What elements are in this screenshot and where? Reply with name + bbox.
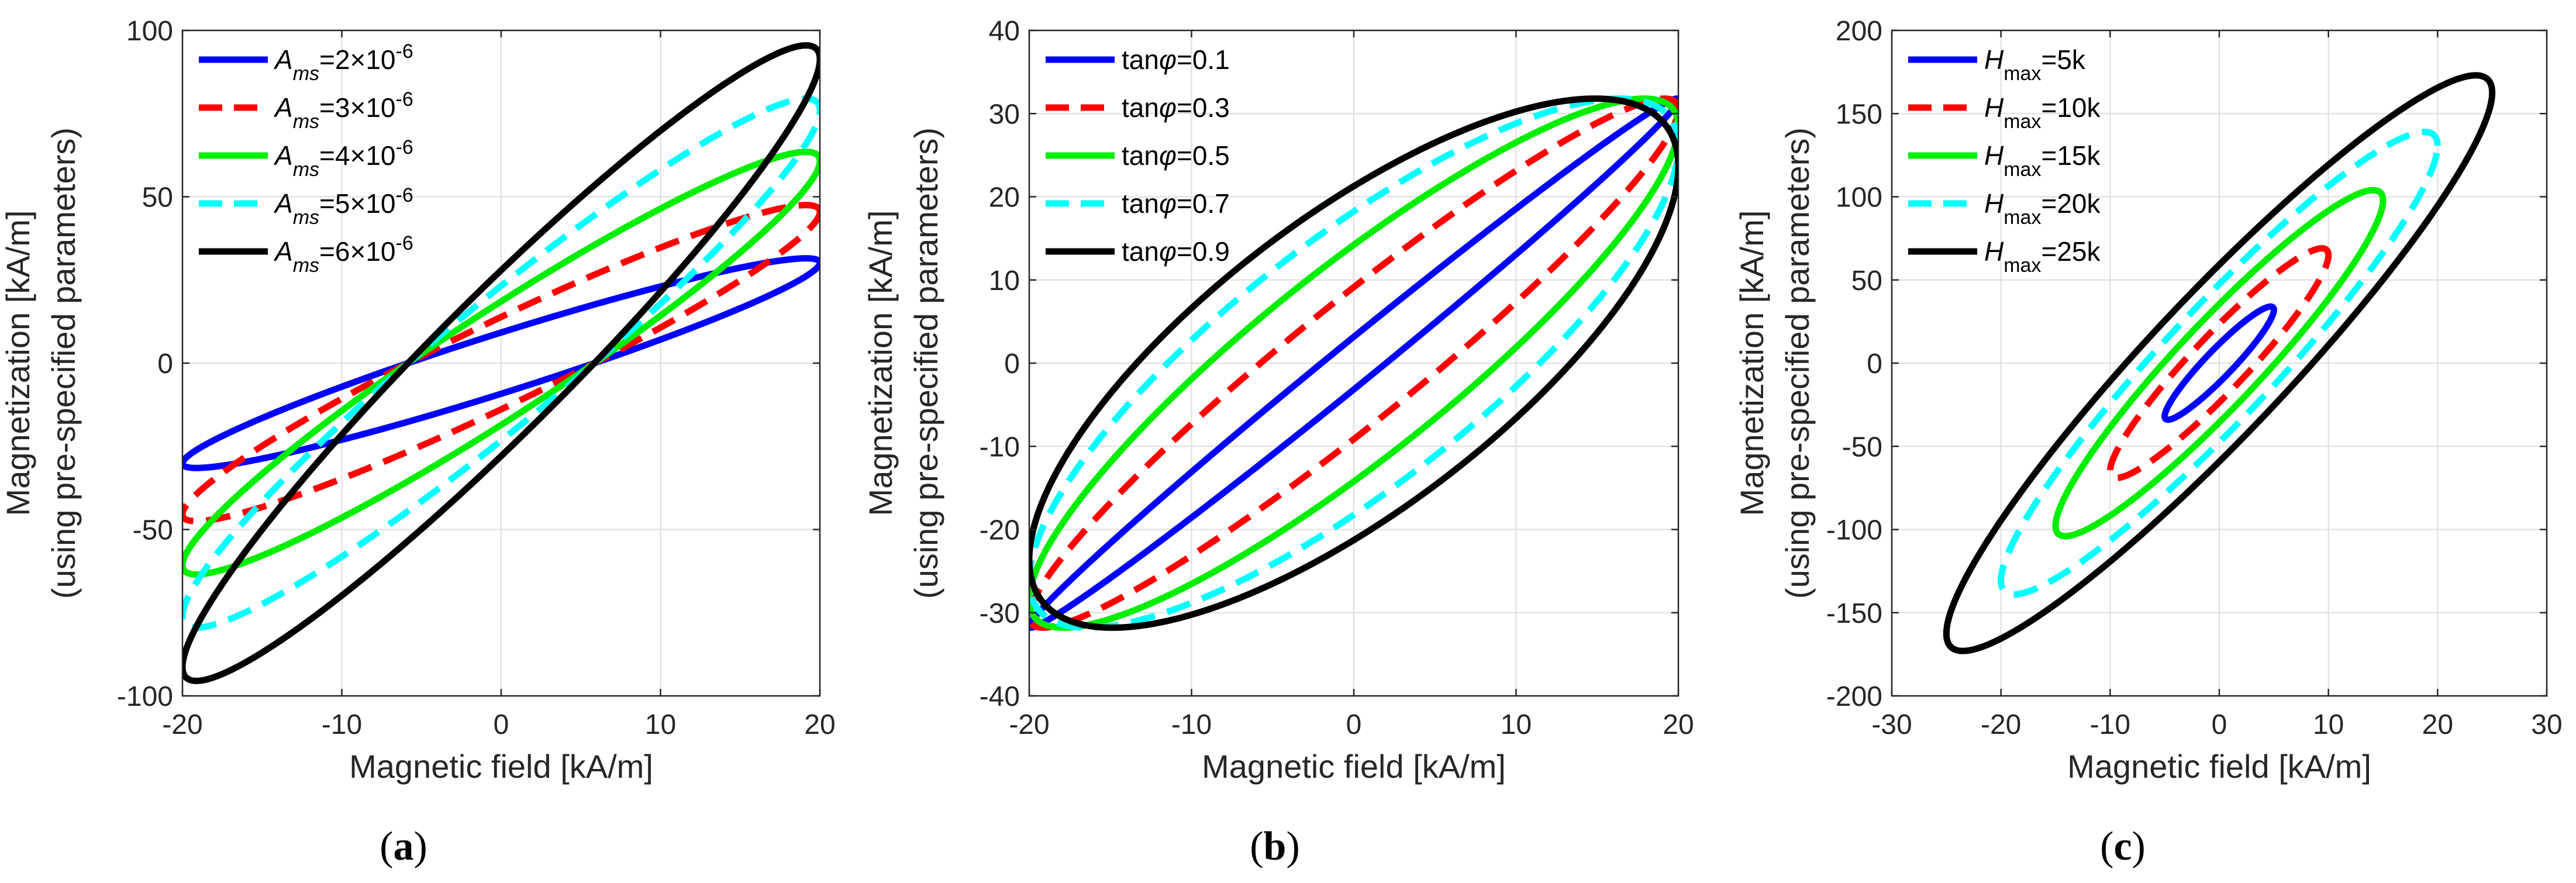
y-tick-label: -30 bbox=[980, 598, 1020, 629]
x-tick-label: 10 bbox=[1501, 709, 1532, 740]
legend-label: Ams=5×10-6 bbox=[273, 184, 413, 229]
y-tick-label: -100 bbox=[1826, 515, 1882, 546]
legend-label: Hmax=25k bbox=[1984, 236, 2101, 277]
series-line-2 bbox=[182, 202, 820, 525]
x-tick-label: 10 bbox=[2313, 709, 2344, 740]
y-axis-label-sub: (using pre-specified parameters) bbox=[45, 127, 82, 599]
y-axis-label-sub: (using pre-specified parameters) bbox=[1779, 127, 1816, 599]
y-tick-label: -20 bbox=[980, 515, 1020, 546]
legend-label: Hmax=10k bbox=[1984, 92, 2101, 133]
legend-label: Ams=3×10-6 bbox=[273, 88, 413, 133]
y-tick-label: 30 bbox=[989, 99, 1020, 130]
y-tick-label: 200 bbox=[1836, 16, 1882, 47]
y-tick-label: 100 bbox=[1836, 182, 1882, 213]
legend-label: tanφ=0.7 bbox=[1122, 188, 1230, 219]
y-axis-label: Magnetization [kA/m] bbox=[0, 211, 36, 516]
x-tick-label: -20 bbox=[162, 709, 202, 740]
series-line-4 bbox=[182, 95, 820, 631]
x-axis-label: Magnetic field [kA/m] bbox=[2067, 748, 2371, 785]
series-line-4 bbox=[1029, 95, 1678, 631]
legend-label: tanφ=0.5 bbox=[1122, 140, 1230, 171]
y-tick-label: 100 bbox=[126, 16, 173, 47]
x-tick-label: 20 bbox=[804, 709, 835, 740]
series-line-5 bbox=[1029, 95, 1678, 631]
legend-label: Ams=4×10-6 bbox=[273, 136, 413, 181]
x-axis-label: Magnetic field [kA/m] bbox=[349, 748, 653, 785]
series-line-1 bbox=[2161, 303, 2277, 423]
panel-c: -30 -20 -10 0 10 20 30-200-150-100-50050100150… bbox=[1733, 16, 2563, 869]
series-line-3 bbox=[2052, 187, 2387, 540]
x-tick-label: 20 bbox=[2422, 709, 2453, 740]
y-axis-label: Magnetization [kA/m] bbox=[862, 211, 899, 516]
panel-caption: (c) bbox=[2100, 824, 2146, 869]
legend-label: tanφ=0.9 bbox=[1122, 236, 1230, 267]
y-tick-label: 20 bbox=[989, 182, 1020, 213]
legend-label: Ams=2×10-6 bbox=[273, 40, 413, 85]
legend: Ams=2×10-6Ams=3×10-6Ams=4×10-6Ams=5×10-6… bbox=[199, 40, 413, 277]
series-line-4 bbox=[1998, 129, 2441, 598]
y-tick-label: 10 bbox=[989, 265, 1020, 296]
y-tick-label: -40 bbox=[980, 681, 1020, 712]
x-tick-label: -20 bbox=[1009, 709, 1049, 740]
series-group bbox=[1029, 95, 1678, 631]
x-tick-label: 0 bbox=[2212, 709, 2227, 740]
legend-label: Hmax=15k bbox=[1984, 140, 2101, 181]
legend: Hmax=5k Hmax=10k Hmax=15k Hmax=20k Hmax=25k bbox=[1908, 44, 2101, 277]
y-tick-label: 40 bbox=[989, 16, 1020, 47]
y-tick-label: -100 bbox=[117, 681, 173, 712]
series-line-5 bbox=[1943, 72, 2496, 654]
series-group bbox=[1943, 72, 2496, 654]
panel-caption: (a) bbox=[380, 824, 427, 869]
series-line-3 bbox=[1029, 95, 1678, 631]
y-axis-label: Magnetization [kA/m] bbox=[1733, 211, 1770, 516]
x-tick-label: 30 bbox=[2531, 709, 2562, 740]
x-tick-label: 20 bbox=[1663, 709, 1694, 740]
legend-label: tanφ=0.3 bbox=[1122, 92, 1230, 123]
y-tick-label: 0 bbox=[1004, 349, 1020, 380]
panel-b: -20 -10 0 10 20 -40 -30 -20 -10 0 10 20 30 40 Magnetic… bbox=[862, 16, 1694, 869]
x-tick-label: 0 bbox=[1346, 709, 1362, 740]
legend-label: tanφ=0.1 bbox=[1122, 44, 1230, 75]
y-tick-label: -150 bbox=[1826, 598, 1882, 629]
y-tick-label: -200 bbox=[1826, 681, 1882, 712]
series-line-1 bbox=[182, 255, 820, 471]
y-tick-label: 50 bbox=[142, 182, 173, 213]
legend-label: Hmax=20k bbox=[1984, 188, 2101, 229]
series-line-5 bbox=[182, 42, 820, 684]
y-tick-label: -10 bbox=[980, 432, 1020, 463]
y-tick-label: -50 bbox=[133, 515, 173, 546]
y-tick-label: -50 bbox=[1842, 432, 1882, 463]
series-group bbox=[182, 42, 820, 684]
x-tick-label: -10 bbox=[322, 709, 362, 740]
series-line-2 bbox=[2106, 245, 2332, 481]
legend-label: Ams=6×10-6 bbox=[273, 232, 413, 277]
panel-caption: (b) bbox=[1250, 824, 1300, 869]
x-tick-label: 10 bbox=[645, 709, 676, 740]
y-tick-label: 0 bbox=[1867, 349, 1882, 380]
legend-label: Hmax=5k bbox=[1984, 44, 2086, 85]
x-tick-label: -10 bbox=[2090, 709, 2130, 740]
y-tick-label: 150 bbox=[1836, 99, 1882, 130]
x-tick-label: -20 bbox=[1981, 709, 2021, 740]
x-axis-label: Magnetic field [kA/m] bbox=[1202, 748, 1506, 785]
legend: tanφ=0.1 tanφ=0.3 tanφ=0.5 tanφ=0.7 tanφ=0.9 bbox=[1046, 44, 1230, 267]
x-tick-label: -30 bbox=[1871, 709, 1912, 740]
series-line-3 bbox=[182, 149, 820, 578]
y-tick-label: 50 bbox=[1851, 265, 1882, 296]
x-tick-label: -10 bbox=[1171, 709, 1212, 740]
y-tick-label: 0 bbox=[157, 349, 173, 380]
series-line-1 bbox=[1029, 95, 1678, 631]
x-tick-label: 0 bbox=[494, 709, 509, 740]
y-axis-label-sub: (using pre-specified parameters) bbox=[908, 127, 944, 599]
